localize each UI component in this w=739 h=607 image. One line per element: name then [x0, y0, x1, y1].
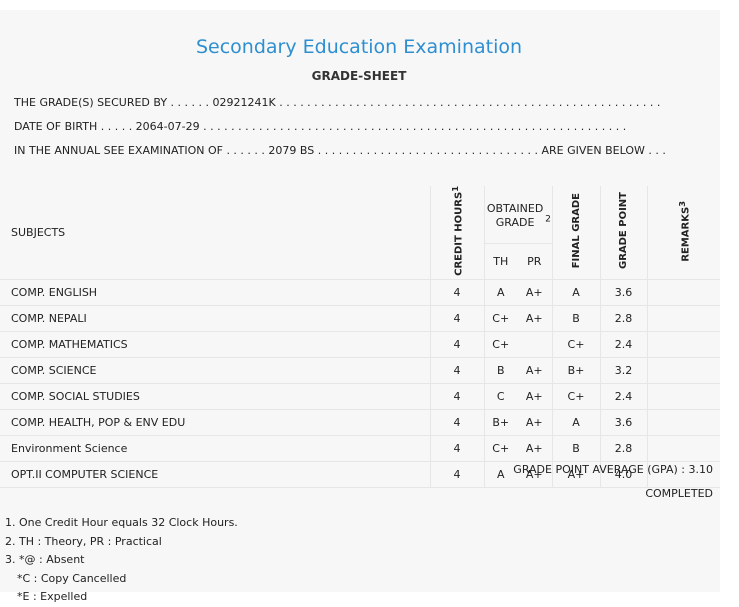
gpa-summary: GRADE POINT AVERAGE (GPA) : 3.10 — [513, 463, 713, 476]
cell-th-grade: C+ — [484, 435, 517, 462]
table-row: COMP. HEALTH, POP & ENV EDU 4 B+ A+ A 3.6 — [0, 409, 720, 436]
cell-subject: COMP. MATHEMATICS — [0, 331, 430, 358]
date-of-birth-line: DATE OF BIRTH . . . . . 2064-07-29 . . .… — [14, 120, 627, 133]
cell-subject: COMP. ENGLISH — [0, 279, 430, 306]
footnote-3c: *E : Expelled — [17, 590, 88, 603]
cell-credit-hours: 4 — [429, 357, 485, 384]
cell-pr-grade: A+ — [517, 409, 553, 436]
table-row: COMP. ENGLISH 4 A A+ A 3.6 — [0, 279, 720, 306]
cell-th-grade: A — [484, 461, 517, 488]
cell-credit-hours: 4 — [429, 409, 485, 436]
cell-subject: COMP. SOCIAL STUDIES — [0, 383, 430, 410]
cell-final-grade: A — [552, 279, 601, 306]
cell-pr-grade — [517, 331, 553, 358]
cell-grade-point: 2.8 — [600, 305, 648, 332]
cell-remarks — [647, 357, 720, 384]
cell-grade-point: 2.8 — [600, 435, 648, 462]
header-th: TH — [484, 243, 517, 280]
cell-final-grade: C+ — [552, 331, 601, 358]
cell-pr-grade: A+ — [517, 461, 553, 488]
header-credit-hours: CREDIT HOURS1 — [429, 186, 485, 280]
table-row: COMP. SOCIAL STUDIES 4 C A+ C+ 2.4 — [0, 383, 720, 410]
cell-th-grade: C — [484, 383, 517, 410]
grade-sheet: Secondary Education Examination GRADE-SH… — [0, 10, 720, 603]
cell-grade-point: 3.2 — [600, 357, 648, 384]
footnotes: 1. One Credit Hour equals 32 Clock Hours… — [5, 514, 238, 607]
cell-credit-hours: 4 — [429, 305, 485, 332]
page-title: Secondary Education Examination — [195, 36, 523, 58]
table-row: Environment Science 4 C+ A+ B 2.8 — [0, 435, 720, 462]
annual-exam-line: IN THE ANNUAL SEE EXAMINATION OF . . . .… — [14, 144, 666, 157]
cell-remarks — [647, 435, 720, 462]
cell-grade-point: 3.6 — [600, 409, 648, 436]
cell-remarks — [647, 305, 720, 332]
cell-pr-grade: A+ — [517, 383, 553, 410]
cell-remarks — [647, 279, 720, 306]
cell-grade-point: 3.6 — [600, 279, 648, 306]
cell-credit-hours: 4 — [429, 461, 485, 488]
cell-th-grade: C+ — [484, 305, 517, 332]
table-row: COMP. MATHEMATICS 4 C+ C+ 2.4 — [0, 331, 720, 358]
cell-credit-hours: 4 — [429, 331, 485, 358]
cell-credit-hours: 4 — [429, 383, 485, 410]
cell-pr-grade: A+ — [517, 435, 553, 462]
header-pr: PR — [517, 243, 553, 280]
page-subtitle: GRADE-SHEET — [311, 69, 407, 83]
cell-grade-point: 2.4 — [600, 331, 648, 358]
cell-final-grade: A — [552, 409, 601, 436]
cell-final-grade: C+ — [552, 383, 601, 410]
cell-th-grade: B — [484, 357, 517, 384]
cell-subject: COMP. HEALTH, POP & ENV EDU — [0, 409, 430, 436]
header-remarks: REMARKS3 — [647, 186, 720, 280]
cell-pr-grade: A+ — [517, 279, 553, 306]
cell-subject: COMP. SCIENCE — [0, 357, 430, 384]
footnote-3: 3. *@ : Absent — [5, 553, 85, 566]
cell-final-grade: B — [552, 435, 601, 462]
cell-credit-hours: 4 — [429, 279, 485, 306]
cell-subject: OPT.II COMPUTER SCIENCE — [0, 461, 430, 488]
footnote-2: 2. TH : Theory, PR : Practical — [5, 534, 162, 548]
cell-th-grade: B+ — [484, 409, 517, 436]
cell-grade-point: 2.4 — [600, 383, 648, 410]
header-subjects: SUBJECTS — [0, 186, 430, 280]
header-final-grade: FINAL GRADE — [552, 186, 601, 280]
cell-final-grade: B — [552, 305, 601, 332]
cell-grade-point: 4.0 — [600, 461, 648, 488]
cell-final-grade: B+ — [552, 357, 601, 384]
table-row: COMP. NEPALI 4 C+ A+ B 2.8 — [0, 305, 720, 332]
header-obtained-grade: OBTAINED GRADE 2 — [484, 186, 553, 244]
footnote-1: 1. One Credit Hour equals 32 Clock Hours… — [5, 516, 238, 529]
cell-pr-grade: A+ — [517, 357, 553, 384]
cell-remarks — [647, 461, 720, 488]
header-grade-point: GRADE POINT — [600, 186, 648, 280]
cell-final-grade: A+ — [552, 461, 601, 488]
cell-remarks — [647, 383, 720, 410]
cell-pr-grade: A+ — [517, 305, 553, 332]
cell-credit-hours: 4 — [429, 435, 485, 462]
cell-subject: COMP. NEPALI — [0, 305, 430, 332]
cell-remarks — [647, 331, 720, 358]
grades-table: SUBJECTS CREDIT HOURS1 OBTAINED GRADE 2 F… — [0, 186, 720, 488]
footnote-3b: *C : Copy Cancelled — [17, 571, 127, 585]
cell-subject: Environment Science — [0, 435, 430, 462]
cell-remarks — [647, 409, 720, 436]
cell-th-grade: A — [484, 279, 517, 306]
table-row: OPT.II COMPUTER SCIENCE 4 A A+ A+ 4.0 — [0, 461, 720, 488]
grades-secured-by-line: THE GRADE(S) SECURED BY . . . . . . 0292… — [14, 96, 661, 109]
cell-th-grade: C+ — [484, 331, 517, 358]
table-row: COMP. SCIENCE 4 B A+ B+ 3.2 — [0, 357, 720, 384]
completion-status: COMPLETED — [645, 487, 713, 500]
